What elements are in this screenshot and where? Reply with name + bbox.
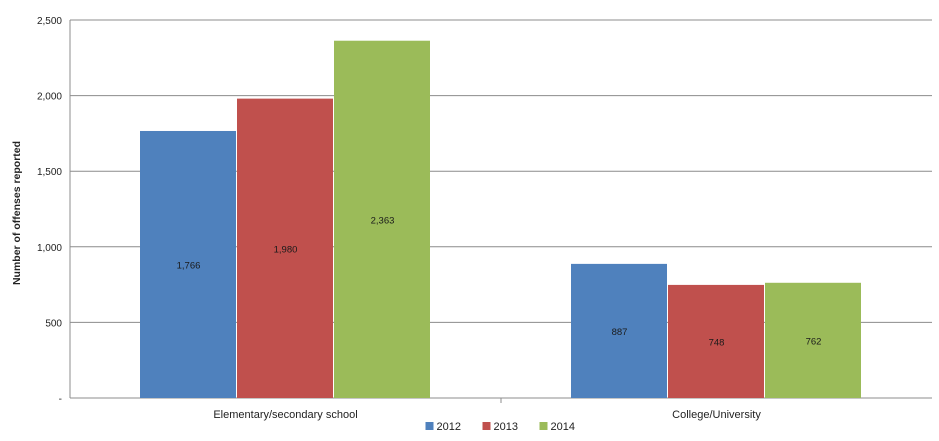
y-axis-label: Number of offenses reported xyxy=(11,141,23,285)
data-label: 1,766 xyxy=(177,260,201,271)
x-category-label: Elementary/secondary school xyxy=(213,409,357,421)
y-tick-label: 2,000 xyxy=(37,92,62,103)
bar xyxy=(668,284,764,398)
bar xyxy=(765,282,861,398)
data-label: 2,363 xyxy=(371,215,395,226)
data-label: 762 xyxy=(806,336,822,347)
legend-swatch xyxy=(482,422,491,430)
y-tick-label: - xyxy=(59,394,62,405)
y-tick-label: 1,500 xyxy=(37,167,62,178)
data-labels: 1,766 1,980 2,363 887 748 762 xyxy=(177,215,822,348)
data-label: 748 xyxy=(709,337,725,348)
legend-swatch xyxy=(539,422,548,430)
y-tick-label: 2,500 xyxy=(37,16,62,27)
y-tick-label: 1,000 xyxy=(37,243,62,254)
axes: - 500 1,000 1,500 2,000 2,500 Elementary/secon… xyxy=(37,16,932,421)
bar xyxy=(237,98,333,399)
legend-label: 2012 xyxy=(437,421,461,433)
data-label: 1,980 xyxy=(274,244,298,255)
legend: 2012 2013 2014 xyxy=(425,421,575,433)
data-label: 887 xyxy=(612,327,628,338)
bars xyxy=(140,40,861,399)
bar xyxy=(334,40,430,398)
bar xyxy=(140,130,236,398)
y-tick-label: 500 xyxy=(45,318,62,329)
bar xyxy=(571,263,667,398)
legend-swatch xyxy=(425,422,434,430)
legend-label: 2013 xyxy=(494,421,518,433)
x-category-label: College/University xyxy=(672,409,761,421)
legend-label: 2014 xyxy=(551,421,575,433)
